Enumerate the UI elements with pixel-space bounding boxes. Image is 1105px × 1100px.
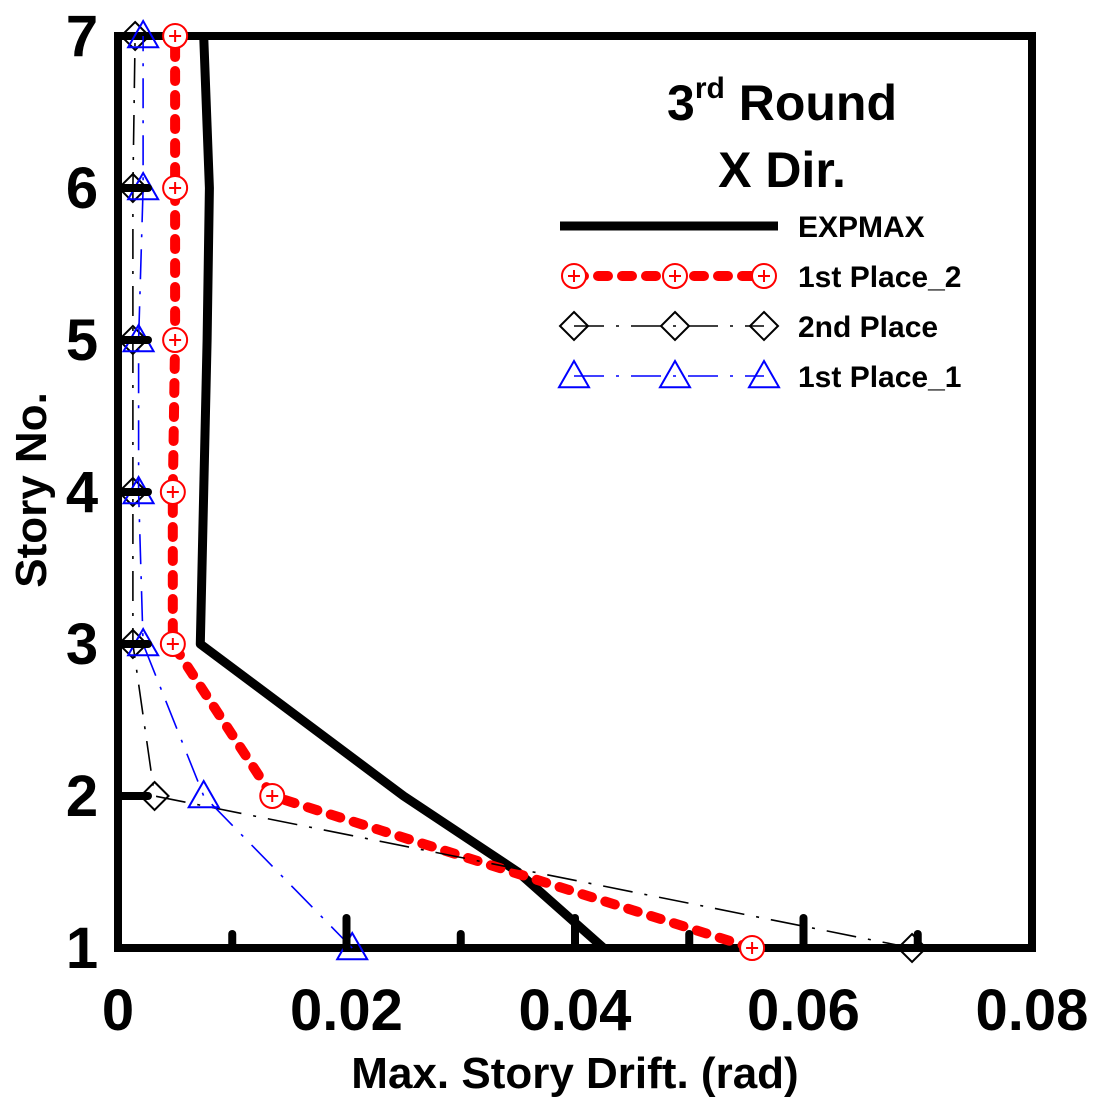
plot-title-line2: X Dir. bbox=[718, 142, 846, 198]
x-tick-label: 0 bbox=[102, 978, 134, 1043]
data-point-2nd-place bbox=[117, 628, 149, 660]
x-axis-label: Max. Story Drift. (rad) bbox=[351, 1049, 798, 1098]
legend-label: 1st Place_2 bbox=[798, 261, 961, 294]
legend-marker bbox=[658, 358, 692, 389]
x-tick-label: 0.06 bbox=[747, 978, 860, 1043]
series-1st-place-2 bbox=[159, 23, 766, 961]
legend-item-expmax: EXPMAX bbox=[560, 211, 925, 244]
x-tick-label: 0.04 bbox=[519, 978, 632, 1043]
data-point-1st-place-2 bbox=[162, 327, 189, 353]
series-expmax bbox=[195, 35, 607, 952]
data-point-1st-place-2 bbox=[162, 23, 189, 49]
plot-frame bbox=[114, 32, 1036, 952]
y-tick-label: 1 bbox=[66, 916, 98, 981]
data-point-1st-place-2 bbox=[159, 631, 186, 657]
legend-label: EXPMAX bbox=[798, 211, 925, 244]
x-tick-label: 0.02 bbox=[290, 978, 403, 1043]
legend-marker bbox=[561, 263, 587, 289]
y-tick-label: 7 bbox=[66, 4, 98, 69]
legend-marker bbox=[659, 310, 691, 342]
data-point-1st-place-1 bbox=[126, 18, 160, 49]
data-point-1st-place-2 bbox=[739, 935, 766, 961]
y-tick-label: 6 bbox=[66, 156, 98, 221]
data-point-2nd-place bbox=[117, 476, 149, 508]
legend-item-1st-place-1: 1st Place_1 bbox=[557, 358, 961, 394]
data-point-2nd-place bbox=[119, 20, 151, 52]
y-tick-label: 5 bbox=[66, 308, 98, 373]
data-point-2nd-place bbox=[139, 780, 170, 812]
legend-marker bbox=[558, 310, 590, 342]
data-point-1st-place-2 bbox=[259, 783, 286, 809]
y-tick-label: 3 bbox=[66, 612, 98, 677]
data-point-1st-place-1 bbox=[186, 778, 221, 809]
y-tick-label: 2 bbox=[66, 764, 98, 829]
legend-label: 1st Place_1 bbox=[798, 361, 961, 394]
x-tick-label: 0.08 bbox=[976, 978, 1089, 1043]
y-axis-label: Story No. bbox=[7, 392, 56, 588]
legend-marker bbox=[662, 263, 688, 289]
legend-marker bbox=[747, 358, 781, 389]
data-point-2nd-place bbox=[117, 172, 149, 204]
plot-title-line1: 3rd Round bbox=[667, 72, 897, 131]
y-tick-label: 4 bbox=[66, 460, 98, 525]
legend-item-2nd-place: 2nd Place bbox=[558, 310, 938, 344]
legend-marker bbox=[557, 358, 591, 389]
data-point-1st-place-2 bbox=[162, 175, 189, 201]
legend-marker bbox=[748, 310, 780, 342]
series-line-expmax bbox=[195, 35, 607, 952]
legend-label: 2nd Place bbox=[798, 311, 938, 344]
data-point-2nd-place bbox=[117, 324, 149, 356]
legend-item-1st-place-2: 1st Place_2 bbox=[561, 261, 961, 294]
legend-marker bbox=[751, 263, 777, 289]
series-line-1st-place-2 bbox=[167, 31, 758, 953]
data-point-1st-place-2 bbox=[159, 479, 186, 505]
